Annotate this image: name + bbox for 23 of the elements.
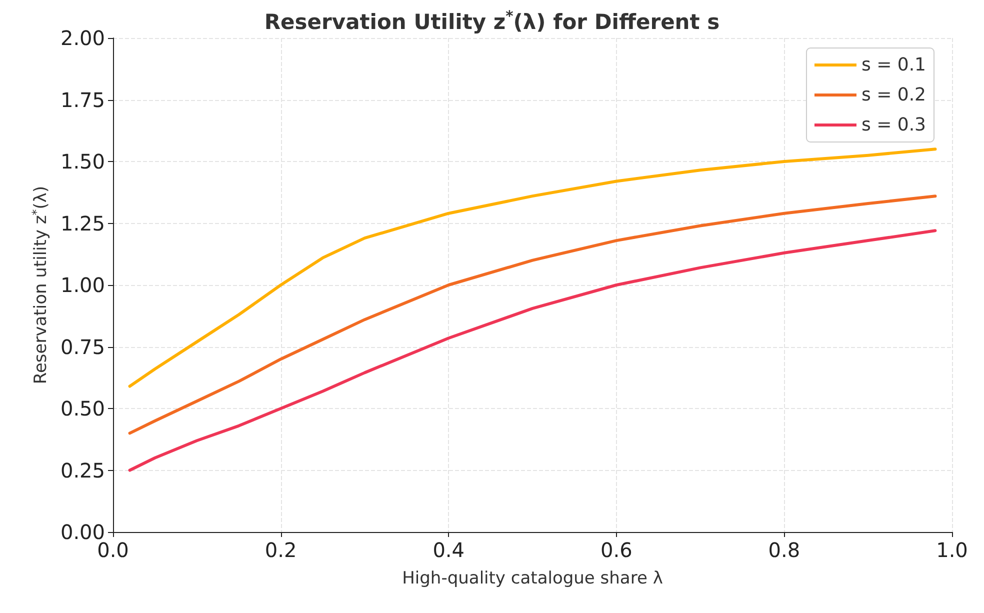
y-tick-label: 1.50	[60, 150, 105, 174]
x-axis-title: High-quality catalogue share λ	[402, 568, 663, 588]
y-tick-label: 1.25	[60, 211, 105, 236]
x-tick-label: 0.8	[768, 538, 800, 562]
x-tick-label: 0.4	[432, 538, 465, 562]
y-tick-label: 0.75	[60, 334, 105, 359]
y-tick-label: 0.50	[60, 396, 105, 420]
y-tick-label: 2.00	[60, 26, 105, 50]
legend-label: s = 0.2	[861, 84, 926, 106]
x-tick-label: 1.0	[936, 538, 968, 562]
legend-label: s = 0.1	[861, 54, 926, 76]
x-tick-label: 0.6	[600, 538, 632, 562]
y-tick-label: 1.00	[60, 273, 105, 297]
line-series	[128, 148, 937, 388]
line-series	[128, 229, 937, 472]
x-tick-label: 0.2	[264, 538, 297, 562]
y-axis-title: Reservation utility z*(λ)	[30, 186, 51, 384]
line-series	[128, 194, 937, 435]
x-tick-label: 0.0	[97, 538, 129, 562]
y-tick-label: 1.75	[60, 88, 105, 112]
legend-label: s = 0.3	[861, 114, 926, 136]
y-tick-label: 0.25	[60, 458, 105, 482]
chart-title: Reservation Utility z*(λ) for Different s	[264, 8, 720, 34]
